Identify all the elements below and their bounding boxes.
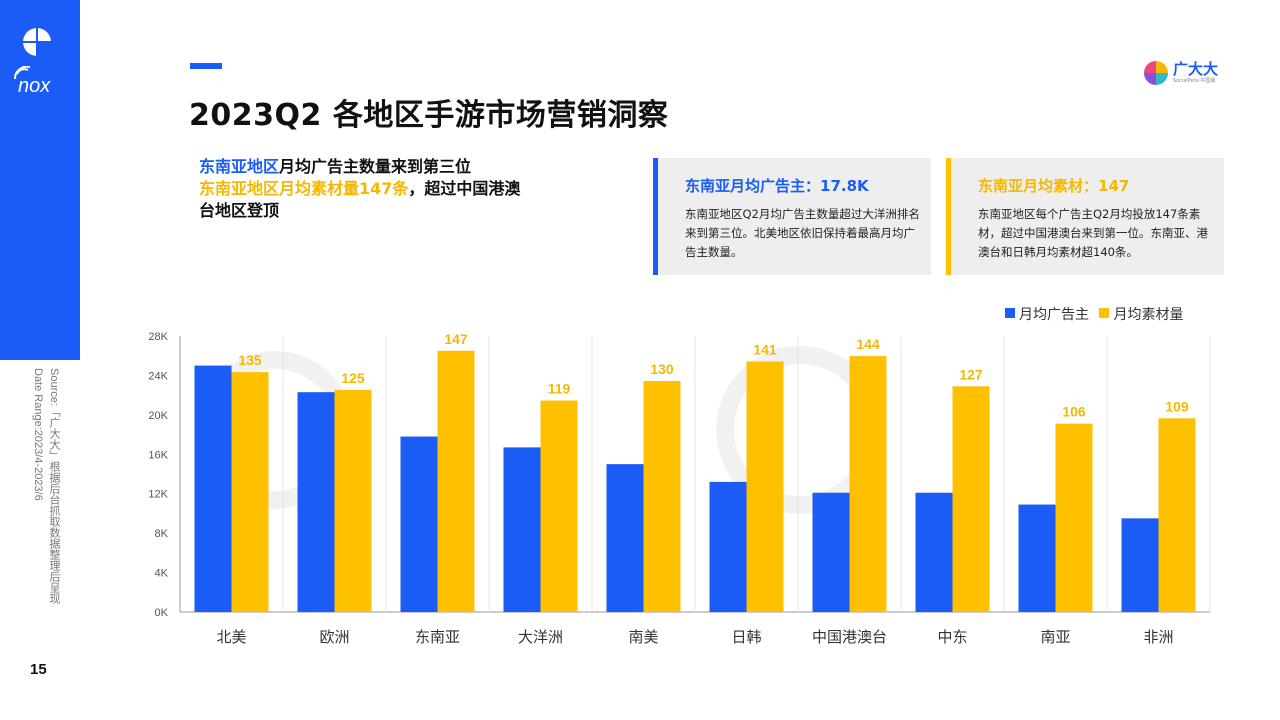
bar-creatives [540, 400, 578, 612]
bar-advertisers [1018, 504, 1056, 612]
bar-advertisers [503, 447, 541, 612]
x-category-label: 南亚 [1040, 628, 1070, 646]
bar-advertisers [915, 492, 953, 612]
chart-legend: 月均广告主 月均素材量 [1005, 304, 1189, 324]
page-number: 15 [30, 661, 47, 678]
nox-logo-icon [23, 28, 51, 56]
legend-item-advertisers: 月均广告主 [1005, 304, 1089, 324]
brand-subtitle: SocialPeta 中国版 [1173, 78, 1216, 84]
bar-advertisers [812, 492, 850, 612]
creative-insight-card: 东南亚月均素材：147 东南亚地区每个广告主Q2月均投放147条素材，超过中国港… [946, 158, 1224, 275]
left-accent-bar [0, 0, 80, 360]
data-label-creatives: 125 [341, 370, 365, 386]
headline: 东南亚地区月均广告主数量来到第三位 东南亚地区月均素材量147条，超过中国港澳台… [199, 156, 529, 222]
source-line: Source:「广大大」根据后台抓取数据整理后呈现 [48, 368, 60, 604]
data-label-creatives: 144 [856, 336, 880, 352]
data-label-creatives: 147 [444, 331, 468, 347]
x-category-label: 北美 [216, 628, 246, 646]
headline-line2-text: ，超过中国港澳台地区登顶 [199, 179, 521, 220]
data-label-creatives: 109 [1165, 398, 1189, 414]
bar-advertisers [709, 481, 747, 612]
legend-item-creatives: 月均素材量 [1099, 304, 1183, 324]
nox-logo-wordmark: nox [14, 66, 51, 96]
bar-creatives [746, 361, 784, 612]
x-category-label: 日韩 [731, 628, 761, 646]
x-category-label: 中国港澳台 [812, 628, 887, 646]
legend-swatch-yellow [1099, 308, 1110, 318]
x-category-label: 非洲 [1143, 628, 1173, 646]
y-tick-label: 0K [155, 607, 169, 619]
card-title: 东南亚月均素材：147 [978, 177, 1130, 195]
headline-region-highlight: 东南亚地区 [199, 157, 280, 176]
x-category-label: 大洋洲 [518, 628, 563, 646]
bar-creatives [334, 389, 372, 612]
data-label-creatives: 141 [753, 341, 777, 357]
y-tick-label: 28K [148, 331, 168, 343]
card-stripe-yellow [946, 158, 951, 275]
data-label-creatives: 135 [238, 352, 262, 368]
bar-creatives [231, 372, 269, 612]
data-label-creatives: 127 [959, 366, 983, 382]
bar-advertisers [194, 365, 232, 612]
legend-swatch-blue [1005, 308, 1015, 318]
legend-label: 月均广告主 [1019, 307, 1089, 323]
x-category-label: 东南亚 [415, 628, 460, 646]
card-title: 东南亚月均广告主：17.8K [685, 177, 869, 195]
bar-creatives [952, 386, 990, 612]
y-tick-label: 8K [155, 528, 169, 540]
card-body: 东南亚地区每个广告主Q2月均投放147条素材，超过中国港澳台来到第一位。东南亚、… [978, 207, 1208, 259]
bar-advertisers [400, 436, 438, 612]
brand-name: 广大大 [1173, 60, 1219, 78]
y-tick-label: 4K [155, 568, 169, 580]
x-category-label: 中东 [937, 628, 967, 646]
bar-advertisers [606, 464, 644, 612]
bar-advertisers [1121, 518, 1159, 612]
x-category-label: 欧洲 [319, 628, 349, 646]
bar-creatives [1055, 423, 1093, 612]
y-tick-label: 12K [148, 489, 168, 501]
y-tick-label: 20K [148, 410, 168, 422]
y-tick-label: 24K [148, 370, 168, 382]
y-tick-label: 16K [148, 449, 168, 461]
card-stripe-blue [653, 158, 658, 275]
bar-creatives [849, 356, 887, 612]
bar-creatives [437, 350, 475, 612]
card-body: 东南亚地区Q2月均广告主数量超过大洋洲排名来到第三位。北美地区依旧保持着最高月均… [685, 207, 920, 259]
bar-advertisers [297, 392, 335, 612]
source-note: Source:「广大大」根据后台抓取数据整理后呈现 Date Range:202… [22, 368, 62, 628]
advertiser-insight-card: 东南亚月均广告主：17.8K 东南亚地区Q2月均广告主数量超过大洋洲排名来到第三… [653, 158, 931, 275]
svg-text:nox: nox [18, 75, 51, 96]
x-category-label: 南美 [628, 628, 658, 646]
data-label-creatives: 119 [548, 381, 571, 397]
data-label-creatives: 106 [1062, 404, 1086, 420]
legend-label: 月均素材量 [1113, 307, 1184, 323]
headline-line1-text: 月均广告主数量来到第三位 [279, 157, 472, 176]
data-label-creatives: 130 [650, 361, 674, 377]
bar-creatives [643, 380, 681, 612]
title-accent-line [190, 63, 222, 69]
brand-logo: 广大大 SocialPeta 中国版 [1143, 58, 1223, 88]
bar-creatives [1158, 418, 1196, 612]
headline-creative-highlight: 东南亚地区月均素材量147条 [199, 179, 409, 198]
brand-pie-icon [1144, 61, 1168, 85]
date-range-line: Date Range:2023/4-2023/6 [32, 368, 44, 501]
page-title: 2023Q2 各地区手游市场营销洞察 [189, 98, 669, 133]
